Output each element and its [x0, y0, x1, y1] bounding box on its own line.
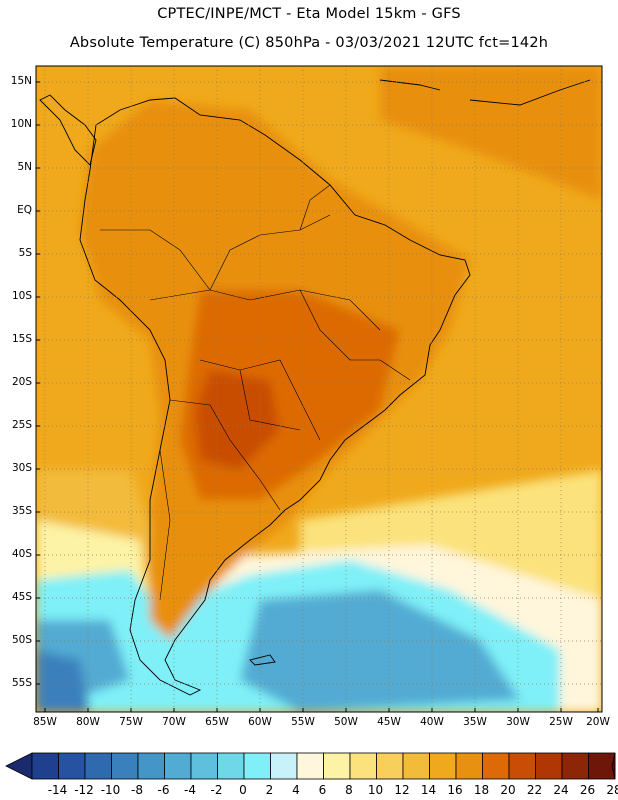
colorbar-arrow-low: [5, 752, 33, 780]
lon-label: 35W: [463, 716, 487, 728]
lat-label: 5N: [17, 161, 32, 173]
colorbar-swatch: [535, 752, 563, 780]
lat-label: 50S: [11, 634, 32, 646]
colorbar-tick-label: -8: [131, 783, 143, 797]
colorbar-tick-label: -6: [157, 783, 170, 797]
lon-label: 80W: [76, 716, 100, 728]
lat-label: 25S: [11, 419, 32, 431]
lat-label: 35S: [11, 505, 32, 517]
axis-ticks: [36, 81, 599, 712]
lon-label: 20W: [586, 716, 610, 728]
cold-core-blue-east: [240, 590, 520, 712]
lon-label: 30W: [506, 716, 530, 728]
colorbar-tick-label: 2: [265, 783, 274, 797]
colorbar-swatch: [111, 752, 139, 780]
colorbar-tick-label: -10: [100, 783, 121, 797]
lat-label: 15S: [11, 333, 32, 345]
lon-label: 65W: [205, 716, 229, 728]
colorbar-tick-label: -14: [47, 783, 68, 797]
lat-label: 15N: [10, 75, 32, 87]
colorbar-tick-label: 0: [239, 783, 247, 797]
lat-label: 10N: [10, 118, 32, 130]
lat-label: 5S: [18, 247, 32, 259]
colorbar-swatch: [296, 752, 324, 780]
cold-core-deep: [36, 650, 90, 712]
colorbar-tick-label: 14: [420, 783, 437, 797]
colorbar-swatch: [137, 752, 165, 780]
colorbar-tick-label: 8: [345, 783, 353, 797]
colorbar-tick-label: 4: [292, 783, 300, 797]
colorbar-tick-label: 24: [553, 783, 569, 797]
caribbean-islands: [379, 79, 591, 106]
lat-label: 40S: [11, 548, 32, 560]
map-title: CPTEC/INPE/MCT - Eta Model 15km - GFS: [157, 6, 461, 22]
colorbar-swatch: [217, 752, 245, 780]
colorbar-swatch: [455, 752, 483, 780]
lon-label: 50W: [334, 716, 358, 728]
map-frame: [35, 65, 603, 713]
lon-label: 75W: [119, 716, 143, 728]
colorbar-swatch: [270, 752, 298, 780]
central-america-coast: [39, 94, 97, 166]
colorbar-swatch: [429, 752, 457, 780]
colorbar-tick-label: 12: [394, 783, 410, 797]
colorbar-arrow-high: [611, 752, 616, 780]
colorbar-swatch: [58, 752, 86, 780]
colorbar-swatch: [323, 752, 351, 780]
lon-label: 55W: [291, 716, 315, 728]
lon-label: 70W: [162, 716, 186, 728]
colorbar-tick-label: 28: [606, 783, 618, 797]
map-subtitle: Absolute Temperature (C) 850hPa - 03/03/…: [69, 35, 549, 51]
lat-label: 10S: [11, 290, 32, 302]
colorbar-swatch: [561, 752, 589, 780]
lat-label: 20S: [11, 376, 32, 388]
colorbar-tick-label: 26: [579, 783, 596, 797]
lon-label: 85W: [33, 716, 57, 728]
coastlines: [39, 79, 591, 696]
colorbar-swatch: [508, 752, 536, 780]
colorbar-swatch: [588, 752, 616, 780]
colorbar: [5, 752, 616, 780]
lat-label: 30S: [11, 462, 32, 474]
lat-label: EQ: [17, 204, 32, 216]
colorbar-swatch: [402, 752, 430, 780]
colorbar-swatch: [376, 752, 404, 780]
colorbar-swatch: [349, 752, 377, 780]
hot-core-chaco: [195, 370, 280, 470]
colorbar-tick-label: 22: [526, 783, 543, 797]
lon-label: 45W: [377, 716, 401, 728]
country-borders: [100, 184, 411, 601]
south-america-coast: [79, 97, 471, 696]
lon-label: 60W: [248, 716, 272, 728]
colorbar-tick-label: 20: [500, 783, 516, 797]
colorbar-tick-label: -12: [74, 783, 94, 797]
lon-label: 25W: [549, 716, 573, 728]
colorbar-tick-label: -4: [184, 783, 196, 797]
colorbar-swatch: [243, 752, 271, 780]
colorbar-tick-label: -2: [210, 783, 223, 797]
colorbar-swatch: [164, 752, 192, 780]
colorbar-tick-label: 6: [318, 783, 327, 797]
colorbar-tick-label: 16: [447, 783, 463, 797]
colorbar-swatch: [482, 752, 510, 780]
lat-label: 55S: [11, 677, 32, 689]
lat-label: 45S: [11, 591, 32, 603]
colorbar-swatch: [84, 752, 112, 780]
colorbar-tick-label: 18: [473, 783, 490, 797]
falklands-coast: [249, 654, 276, 666]
colorbar-swatch: [190, 752, 218, 780]
colorbar-tick-label: 10: [367, 783, 384, 797]
lon-label: 40W: [420, 716, 444, 728]
colorbar-swatch: [31, 752, 59, 780]
caribbean-warm-zone: [380, 66, 602, 200]
